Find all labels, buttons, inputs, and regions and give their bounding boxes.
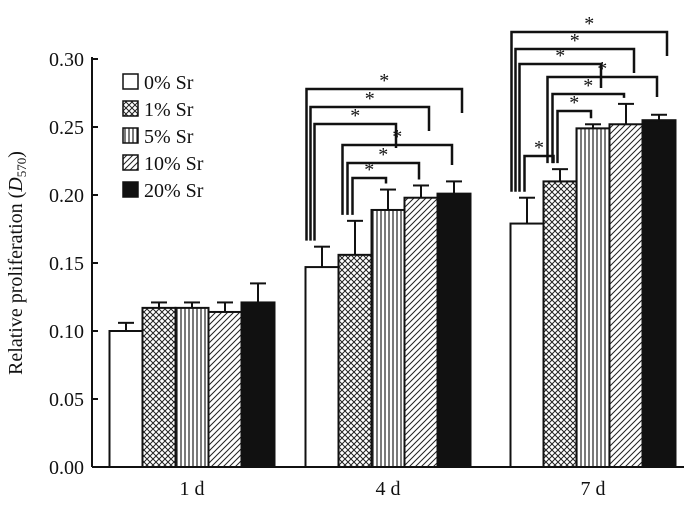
significance-star: * <box>378 144 388 166</box>
significance-bracket <box>518 62 603 192</box>
bar-crosshatch <box>542 180 578 468</box>
y-tick-label: 0.30 <box>49 49 84 71</box>
significance-star: * <box>534 137 544 159</box>
bar-white <box>509 222 545 468</box>
legend-label: 10% Sr <box>144 153 204 175</box>
significance-bracket <box>551 92 626 164</box>
legend-label: 20% Sr <box>144 180 204 202</box>
significance-bracket <box>514 47 636 192</box>
significance-bracket <box>351 176 388 215</box>
y-axis-label: Relative proliferation (D570) <box>5 151 29 375</box>
y-tick-label: 0.05 <box>49 389 84 411</box>
bar-diagonal <box>207 310 243 468</box>
y-tick-label: 0.25 <box>49 117 84 139</box>
bar-vertical <box>575 127 611 469</box>
significance-bracket <box>346 161 421 215</box>
legend-label: 0% Sr <box>144 72 194 94</box>
legend-swatch-crosshatch <box>122 100 139 117</box>
significance-star: * <box>584 13 594 35</box>
bar-crosshatch <box>337 253 373 468</box>
significance-star: * <box>364 159 374 181</box>
significance-star: * <box>569 92 579 114</box>
bar-white <box>108 330 144 468</box>
x-tick-label: 1 d <box>180 478 205 500</box>
significance-bracket <box>510 30 669 192</box>
bar-black <box>240 301 276 468</box>
significance-bracket <box>309 105 431 241</box>
y-tick-label: 0.15 <box>49 253 84 275</box>
significance-bracket <box>313 122 398 241</box>
bar-diagonal <box>403 196 439 468</box>
legend-label: 1% Sr <box>144 99 194 121</box>
legend-swatch-black <box>122 181 139 198</box>
bar-black <box>641 119 677 468</box>
bar-white <box>304 266 340 468</box>
significance-bracket <box>305 87 464 241</box>
significance-star: * <box>350 105 360 127</box>
x-tick-label: 7 d <box>581 478 606 500</box>
bar-diagonal <box>608 123 644 468</box>
bar-vertical <box>174 306 210 468</box>
significance-star: * <box>583 75 593 97</box>
significance-star: * <box>570 30 580 52</box>
bar-vertical <box>370 208 406 469</box>
x-tick-label: 4 d <box>376 478 401 500</box>
significance-star: * <box>379 70 389 92</box>
y-tick-label: 0.10 <box>49 321 84 343</box>
significance-star: * <box>555 45 565 67</box>
significance-star: * <box>365 88 375 110</box>
legend-swatch-diagonal <box>122 154 139 171</box>
legend-swatch-white <box>122 73 139 90</box>
legend-swatch-vertical <box>122 127 139 144</box>
y-tick-label: 0.00 <box>49 457 84 479</box>
bar-crosshatch <box>141 306 177 468</box>
significance-bracket <box>556 109 593 164</box>
y-tick-label: 0.20 <box>49 185 84 207</box>
bar-black <box>436 192 472 468</box>
legend-label: 5% Sr <box>144 126 194 148</box>
